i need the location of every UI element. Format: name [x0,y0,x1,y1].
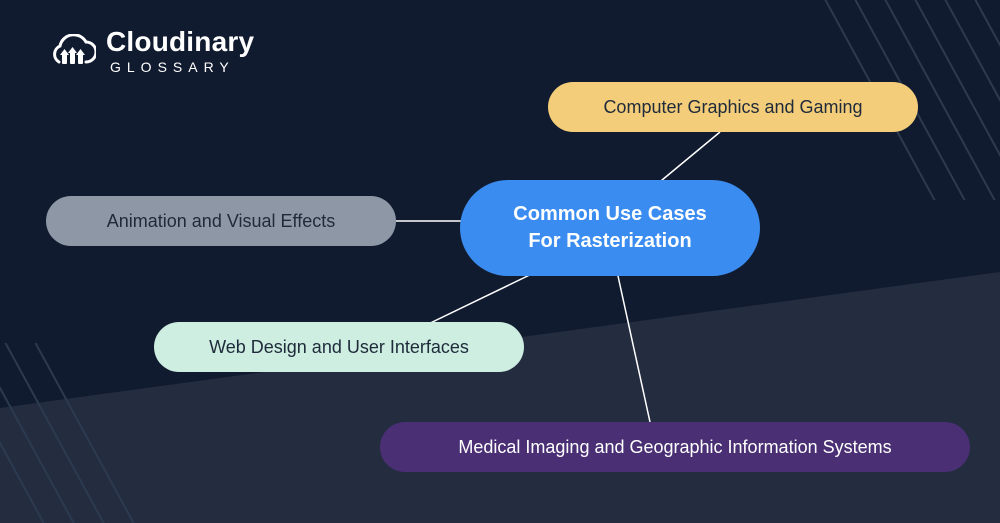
center-node: Common Use Cases For Rasterization [460,180,760,276]
node-graphics: Computer Graphics and Gaming [548,82,918,132]
node-medical: Medical Imaging and Geographic Informati… [380,422,970,472]
logo: Cloudinary GLOSSARY [48,28,254,74]
node-web: Web Design and User Interfaces [154,322,524,372]
logo-brand-text: Cloudinary [106,28,254,56]
center-node-line1: Common Use Cases [513,201,706,228]
cloud-icon [48,34,96,68]
diagram-canvas: Cloudinary GLOSSARY Common Use Cases For… [0,0,1000,523]
node-animation-label: Animation and Visual Effects [107,211,335,232]
logo-subtitle: GLOSSARY [110,60,254,74]
center-node-line2: For Rasterization [513,228,706,255]
node-medical-label: Medical Imaging and Geographic Informati… [458,437,891,458]
node-graphics-label: Computer Graphics and Gaming [603,97,862,118]
node-web-label: Web Design and User Interfaces [209,337,469,358]
node-animation: Animation and Visual Effects [46,196,396,246]
